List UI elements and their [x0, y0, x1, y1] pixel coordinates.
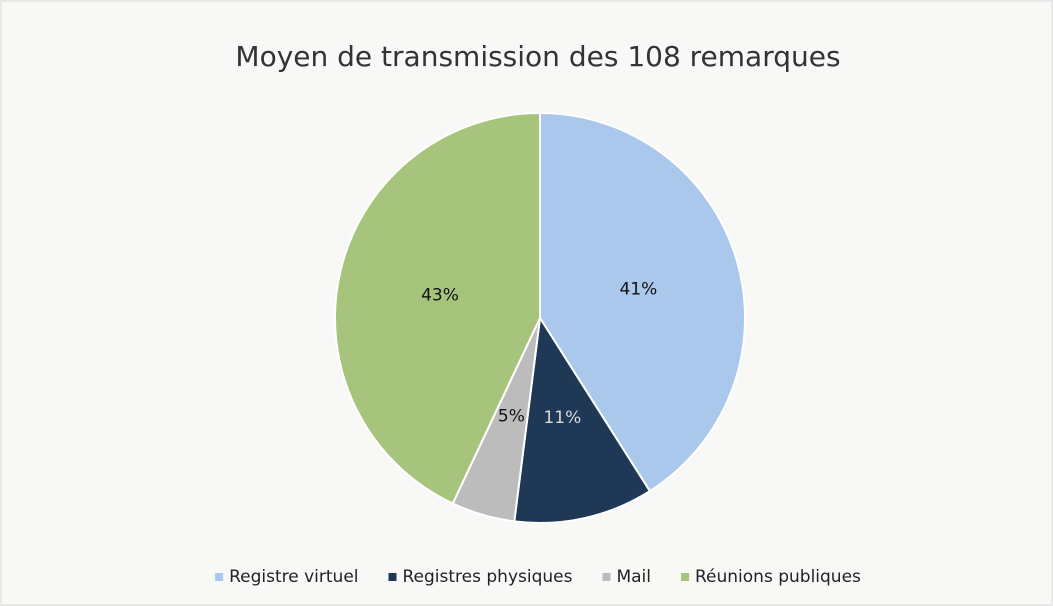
legend-swatch [215, 573, 224, 581]
pie-slice [334, 111, 541, 505]
pie-slice [513, 315, 652, 524]
legend: Registre virtuel Registres physiques Mail R… [215, 567, 861, 587]
legend-label: Réunions publiques [695, 567, 861, 587]
legend-label: Registre virtuel [229, 567, 358, 587]
legend-label: Registres physiques [403, 567, 573, 587]
pie: 41% 11% 5% 43% [334, 111, 746, 524]
data-label: 11% [543, 408, 581, 428]
legend-label: Mail [616, 567, 651, 587]
legend-swatch [388, 573, 397, 581]
legend-swatch [681, 573, 690, 581]
data-label: 41% [620, 279, 658, 299]
legend-swatch [602, 573, 611, 581]
chart-title: Moyen de transmission des 108 remarques [235, 40, 840, 73]
pie-slice [539, 111, 746, 493]
data-label: 43% [421, 286, 459, 306]
data-label: 5% [498, 406, 525, 426]
